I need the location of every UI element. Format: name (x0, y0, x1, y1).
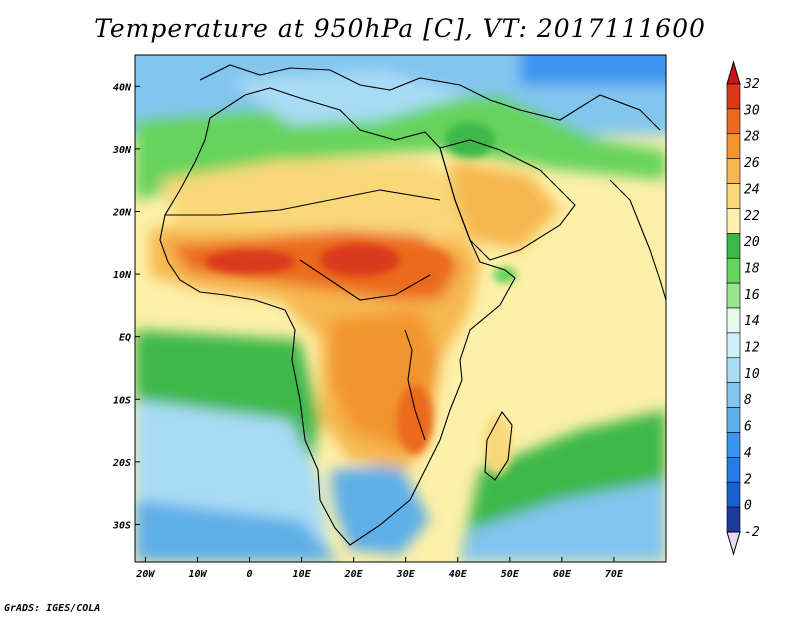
colorbar-label: 22 (744, 209, 760, 224)
x-tick-label: 20W (135, 569, 155, 580)
colorbar-swatch (726, 257, 741, 284)
border-lakes (404, 329, 426, 441)
colorbar-label: 16 (744, 288, 760, 303)
colorbar-label: 6 (744, 420, 752, 435)
colorbar-label: 10 (744, 367, 760, 382)
colorbar-label: 0 (744, 499, 752, 514)
colorbar-label: 32 (743, 77, 760, 92)
border-central (299, 259, 431, 301)
border-sahel (165, 189, 441, 216)
colorbar-swatch (726, 233, 741, 259)
field-arabia-warm (450, 160, 560, 250)
colorbar-label: 20 (744, 235, 760, 250)
x-tick-label: 60E (553, 569, 572, 580)
colorbar-swatch (726, 357, 741, 383)
y-tick-label: 30N (112, 145, 132, 156)
field-madagascar (484, 415, 512, 475)
y-tick-label: 20N (112, 207, 132, 218)
y-tick-label: EQ (119, 333, 131, 344)
africa-coastline (159, 87, 516, 546)
colorbar-swatch (726, 481, 741, 508)
field-south-deep (135, 500, 340, 562)
field-peak-rift (397, 385, 433, 455)
colorbar-under-arrow (726, 531, 741, 556)
colorbar-label: -2 (744, 525, 760, 540)
colorbar-swatch (726, 407, 741, 433)
temperature-field (135, 55, 666, 562)
colorbar-label: 14 (744, 314, 760, 329)
colorbar-swatch (726, 506, 741, 533)
europe-coastline (199, 64, 661, 131)
x-tick-label: 40E (449, 569, 468, 580)
colorbar-swatch (726, 133, 741, 159)
field-peak-central (320, 244, 400, 276)
axis-ticks: 20W 10W 0 10E 20E 30E 40E 50E 60E 70E 40N 30N 20N 10N… (112, 82, 624, 580)
colorbar-label: 18 (744, 261, 760, 276)
x-tick-label: 70E (605, 569, 624, 580)
colorbar-label: 4 (744, 446, 752, 461)
colorbar-label: 2 (744, 472, 752, 487)
x-tick-label: 10W (188, 569, 207, 580)
field-south-africa (330, 465, 430, 555)
y-tick-label: 10N (113, 270, 132, 281)
colorbar-label: 8 (744, 393, 752, 408)
x-tick-label: 0 (247, 569, 253, 580)
colorbar-swatch (726, 282, 741, 309)
colorbar-swatch (726, 183, 741, 209)
colorbar-swatch (726, 108, 741, 135)
colorbar-label: 24 (744, 182, 760, 197)
field-peak-west (205, 250, 295, 274)
x-tick-label: 20E (344, 569, 364, 580)
x-tick-label: 10E (293, 569, 312, 580)
y-tick-label: 10S (113, 395, 131, 406)
field-north-deep (520, 55, 666, 85)
colorbar-swatch (726, 457, 741, 483)
x-tick-label: 50E (501, 569, 520, 580)
field-mediterranean (230, 70, 470, 125)
colorbar-swatch (726, 432, 741, 458)
x-tick-label: 30E (396, 569, 416, 580)
colorbar-swatch (726, 307, 741, 334)
colorbar-swatch (726, 208, 741, 234)
y-tick-label: 30S (112, 520, 131, 531)
field-hot-core (170, 230, 460, 300)
field-north-green (135, 95, 666, 200)
map-frame (134, 54, 667, 563)
map-title: Temperature at 950hPa [C], VT: 201711160… (94, 14, 706, 43)
colorbar-swatch (726, 382, 741, 408)
field-indian-cool (460, 480, 666, 562)
colorbar-over-arrow (726, 60, 741, 85)
y-tick-label: 40N (113, 82, 132, 93)
field-somali-green (493, 267, 517, 283)
colorbar-swatch (726, 158, 741, 184)
y-tick-label: 20S (112, 458, 131, 469)
credit-text: GrADS: IGES/COLA (4, 603, 101, 614)
colorbar-label: 26 (744, 156, 760, 171)
arabia-coastline (439, 139, 576, 261)
colorbar-label: 28 (744, 130, 760, 145)
colorbar-label: 12 (744, 341, 760, 356)
coastlines (159, 64, 666, 546)
india-coastline (609, 179, 666, 301)
madagascar-coastline (484, 410, 513, 481)
colorbar-swatch (726, 83, 741, 110)
colorbar-label: 30 (743, 103, 760, 118)
field-peak-east (410, 250, 450, 274)
colorbar-swatch (726, 332, 741, 359)
